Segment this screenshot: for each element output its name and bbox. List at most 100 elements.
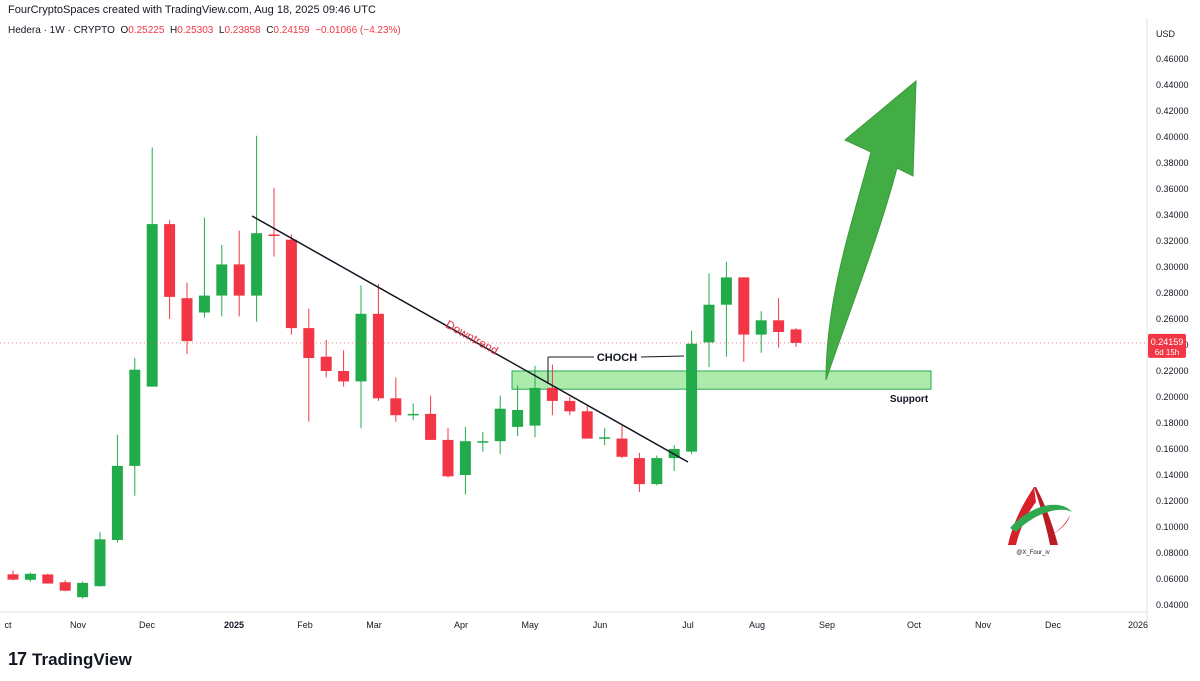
candle-body	[233, 264, 245, 296]
price-tick-label: 0.08000	[1156, 548, 1189, 558]
time-tick-label: Feb	[297, 620, 313, 630]
candle[interactable]	[459, 426, 471, 495]
time-tick-label: ct	[4, 620, 12, 630]
candle[interactable]	[651, 455, 663, 486]
tradingview-wordmark: TradingView	[32, 649, 132, 669]
candle[interactable]	[268, 187, 280, 257]
candle-body	[529, 387, 541, 426]
watermark-handle: @X_Four_iv	[1016, 550, 1049, 556]
candle-body	[181, 298, 193, 342]
candle-body	[338, 371, 350, 382]
price-tick-label: 0.20000	[1156, 392, 1189, 402]
support-zone-group	[511, 370, 932, 390]
candle[interactable]	[633, 452, 645, 492]
candle-body	[599, 437, 611, 439]
time-tick-label: Nov	[975, 620, 992, 630]
candle-body	[164, 224, 176, 297]
candle[interactable]	[94, 532, 106, 587]
candle[interactable]	[529, 365, 541, 438]
symbol-name[interactable]: Hedera · 1W · CRYPTO	[8, 25, 115, 36]
candle[interactable]	[738, 277, 750, 362]
time-axis[interactable]: ct Nov Dec 2025 Feb Mar Apr May Jun Jul Aug Sep Oct N…	[4, 620, 1148, 630]
candle[interactable]	[790, 328, 802, 347]
price-axis[interactable]: 0.46000 0.44000 0.42000 0.40000 0.38000 0.360…	[1156, 54, 1189, 610]
candle-body	[42, 574, 54, 584]
candles[interactable]	[7, 135, 802, 599]
candle-body	[390, 398, 402, 416]
candle[interactable]	[581, 406, 593, 439]
candle-body	[355, 313, 367, 382]
candle[interactable]	[546, 364, 558, 416]
candle[interactable]	[111, 434, 123, 543]
price-tick-label: 0.06000	[1156, 574, 1189, 584]
time-tick-label: Dec	[139, 620, 156, 630]
downtrend-label: Downtrend	[443, 317, 501, 357]
candle[interactable]	[755, 311, 767, 353]
price-tick-label: 0.42000	[1156, 106, 1189, 116]
candle-body	[407, 413, 419, 416]
candle[interactable]	[355, 285, 367, 429]
candle[interactable]	[442, 428, 454, 478]
candle[interactable]	[198, 217, 210, 318]
candle[interactable]	[720, 261, 732, 357]
candle[interactable]	[668, 445, 680, 472]
candle[interactable]	[320, 339, 332, 378]
candle-body	[720, 277, 732, 305]
candle[interactable]	[146, 147, 158, 387]
candle[interactable]	[24, 572, 36, 582]
candle[interactable]	[164, 220, 176, 319]
time-tick-label: Apr	[454, 620, 468, 630]
open-value: 0.25225	[128, 25, 165, 36]
candle[interactable]	[7, 570, 19, 581]
close-label: C	[266, 25, 274, 36]
candle[interactable]	[372, 283, 384, 401]
time-tick-label: Mar	[366, 620, 382, 630]
candle[interactable]	[390, 377, 402, 422]
candle[interactable]	[599, 428, 611, 446]
watermark-logo: @X_Four_iv	[1008, 487, 1072, 556]
candle-body	[7, 574, 19, 580]
choch-line-right	[640, 355, 685, 358]
candle-body	[94, 539, 106, 587]
candle[interactable]	[181, 282, 193, 355]
price-tick-label: 0.22000	[1156, 366, 1189, 376]
candle[interactable]	[494, 395, 506, 455]
candle[interactable]	[338, 350, 350, 387]
price-tick-label: 0.14000	[1156, 470, 1189, 480]
candle[interactable]	[216, 244, 228, 317]
candle-body	[512, 410, 524, 427]
candle[interactable]	[251, 135, 263, 322]
candle-body	[459, 441, 471, 475]
tradingview-brand[interactable]: 17 TradingView	[8, 649, 132, 670]
candle-body	[129, 369, 141, 466]
candle[interactable]	[512, 385, 524, 436]
candle[interactable]	[42, 573, 54, 584]
candle-body	[564, 400, 576, 412]
candle[interactable]	[129, 358, 141, 496]
time-tick-label: 2025	[224, 620, 244, 630]
time-tick-label: Dec	[1045, 620, 1062, 630]
candle[interactable]	[773, 298, 785, 348]
logo-green-swoosh-icon	[1010, 504, 1072, 532]
candle-body	[77, 582, 89, 598]
logo-dark-stroke-icon	[1034, 487, 1058, 545]
candle-body	[546, 387, 558, 401]
candle[interactable]	[477, 432, 489, 452]
candle[interactable]	[703, 273, 715, 368]
candle[interactable]	[303, 308, 315, 422]
candle[interactable]	[59, 580, 71, 592]
candle[interactable]	[616, 425, 628, 459]
candle[interactable]	[564, 397, 576, 416]
candle[interactable]	[233, 230, 245, 317]
candle-body	[251, 233, 263, 296]
candle-body	[477, 441, 489, 443]
candle[interactable]	[425, 395, 437, 440]
candle[interactable]	[407, 403, 419, 421]
candle[interactable]	[285, 234, 297, 335]
candle[interactable]	[77, 581, 89, 599]
candle-body	[686, 343, 698, 452]
candle[interactable]	[686, 330, 698, 455]
last-price-value: 0.24159	[1151, 337, 1184, 347]
